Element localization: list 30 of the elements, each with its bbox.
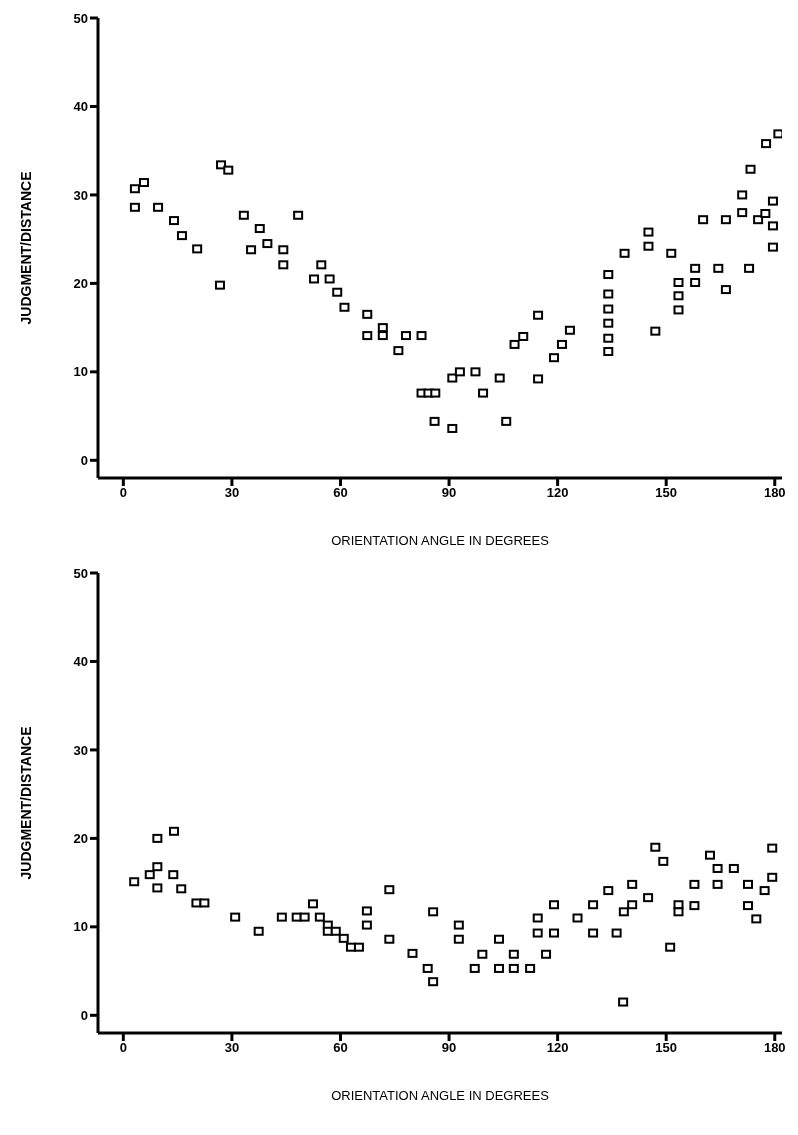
y-tick-label: 30 [73,742,88,758]
x-tick-label: 30 [224,485,240,501]
y-tick-label: 10 [73,919,88,935]
y-tick-label: 0 [80,1007,88,1023]
y-axis-title: JUDGMENT/DISTANCE [17,171,34,325]
y-tick-label: 30 [73,187,88,203]
x-tick-label: 90 [441,485,457,501]
x-tick-label: 120 [546,1040,569,1056]
y-tick-label: 0 [80,452,88,468]
y-axis-title: JUDGMENT/DISTANCE [17,726,34,880]
y-tick-label: 20 [73,276,88,291]
y-tick-label: 50 [73,10,88,26]
x-tick-label: 30 [224,1040,240,1056]
y-tick-label: 40 [73,99,88,115]
y-tick-label: 10 [73,364,88,380]
x-tick-label: 150 [655,1040,678,1056]
x-axis-title: ORIENTATION ANGLE IN DEGREES [331,533,550,548]
x-tick-label: 0 [119,1040,127,1056]
x-tick-label: 0 [119,485,127,501]
x-tick-label: 120 [546,485,569,501]
x-tick-label: 180 [763,1040,786,1056]
x-axis-title: ORIENTATION ANGLE IN DEGREES [331,1088,550,1103]
y-tick-label: 40 [73,654,88,670]
y-tick-label: 50 [73,565,88,581]
x-tick-label: 90 [441,1040,457,1056]
x-tick-label: 60 [333,485,348,501]
x-tick-label: 60 [333,1040,348,1056]
x-tick-label: 180 [763,485,786,501]
x-tick-label: 150 [655,485,678,501]
y-tick-label: 20 [73,831,88,846]
